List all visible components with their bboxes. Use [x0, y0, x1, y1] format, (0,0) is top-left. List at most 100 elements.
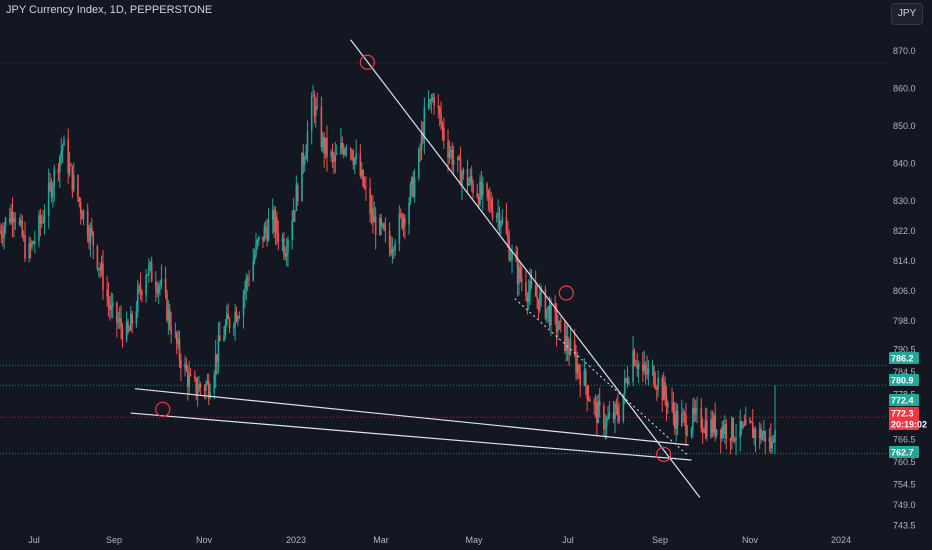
price-axis-bg [887, 0, 932, 550]
candle-body [427, 104, 430, 108]
candle-body [605, 419, 608, 428]
candle-body [568, 349, 570, 355]
candle-body [264, 227, 267, 231]
candle-body [438, 107, 441, 114]
candle-body [419, 149, 421, 151]
candle-body [518, 266, 520, 284]
candle-body [245, 278, 248, 289]
candle-body [39, 215, 42, 224]
candle-body [429, 98, 431, 105]
y-tick-label: 766.5 [893, 434, 916, 444]
y-tick-label: 814.0 [893, 256, 916, 266]
candle-body [516, 260, 519, 284]
candle-body [643, 365, 646, 372]
candle-body [694, 408, 697, 414]
candle-body [8, 217, 11, 223]
candle-body [166, 292, 168, 321]
candle-body [608, 412, 611, 417]
x-tick-label: Sep [106, 535, 122, 545]
trendlines[interactable] [130, 39, 701, 498]
x-tick-label: May [465, 535, 483, 545]
candle-body [690, 428, 693, 435]
candle-body [550, 303, 552, 326]
candle-body [91, 227, 93, 233]
candle-body [13, 218, 15, 223]
candle-body [693, 407, 696, 414]
candle-body [117, 321, 120, 323]
candle-body [213, 374, 216, 393]
candle-body [255, 243, 257, 256]
trendline-parallel-dotted-line [514, 298, 690, 457]
candle-body [398, 213, 401, 244]
candle-body [597, 401, 600, 423]
candle-body [59, 156, 61, 173]
candle-body [248, 279, 250, 281]
candle-body [715, 429, 718, 436]
candle-body [686, 434, 689, 436]
candle-body [150, 262, 153, 282]
candle-body [68, 164, 71, 174]
candle-body [370, 208, 373, 214]
candle-body [32, 242, 35, 244]
y-tick-label: 743.5 [893, 521, 916, 531]
candle-body [345, 148, 348, 150]
candle-body [185, 363, 188, 371]
price-axis[interactable]: 870.0 860.0 850.0 840.0 830.0 822.0 814.0 806.0… [887, 0, 932, 550]
currency-button[interactable]: JPY [891, 3, 923, 25]
candle-body [623, 378, 626, 394]
price-tags: 786.2 780.9 772.4 772.320:19:02 762.7 [889, 352, 927, 458]
candle-body [614, 404, 616, 420]
candle-body [733, 439, 736, 441]
trendline-support-lower [130, 412, 692, 461]
candle-body [24, 235, 26, 259]
candle-body [412, 177, 415, 197]
y-tick-label: 830.0 [893, 196, 916, 206]
candle-body [224, 324, 227, 336]
candle-body [78, 197, 81, 202]
candle-body [21, 220, 24, 237]
candle-body [662, 382, 665, 401]
candle-body [622, 393, 625, 421]
marked-point-circle [155, 401, 171, 417]
candle-body [468, 181, 470, 186]
y-tick-label: 754.5 [893, 479, 916, 489]
candle-body [564, 321, 566, 352]
candle-body [391, 249, 394, 254]
x-tick-label: Jul [28, 535, 40, 545]
candle-body [188, 374, 191, 387]
price-tag-label: 772.4 [891, 396, 914, 406]
candle-body [487, 190, 490, 199]
candle-body [333, 155, 335, 162]
candle-body [584, 370, 587, 386]
candle-body [526, 296, 529, 302]
candle-body [575, 353, 577, 373]
candle-body [316, 105, 319, 107]
time-axis[interactable]: Jul Sep Nov 2023 Mar May Jul Sep Nov 2024 [28, 535, 851, 545]
candle-body [67, 139, 69, 174]
candle-body [458, 156, 460, 159]
candle-body [565, 336, 568, 352]
candle-body [225, 314, 228, 325]
trendline-descending-resistance [350, 39, 701, 498]
candle-body [354, 158, 356, 165]
candle-body [313, 95, 316, 116]
candle-body [228, 318, 231, 329]
price-tag [889, 394, 919, 406]
candle-body [764, 430, 767, 442]
candle-body [195, 377, 197, 395]
y-tick-label: 790.5 [893, 344, 916, 354]
candle-body [1, 235, 4, 238]
candle-body [232, 326, 235, 329]
candle-body [209, 392, 211, 399]
candle-body [276, 217, 278, 233]
candle-body [712, 415, 715, 433]
candle-body [443, 128, 445, 141]
candle-body [392, 249, 395, 251]
candle-body [587, 399, 590, 401]
candle-body [618, 415, 620, 421]
candle-body [379, 218, 381, 235]
candle-body [110, 306, 113, 311]
candle-body [527, 291, 530, 302]
candle-body [548, 306, 551, 326]
